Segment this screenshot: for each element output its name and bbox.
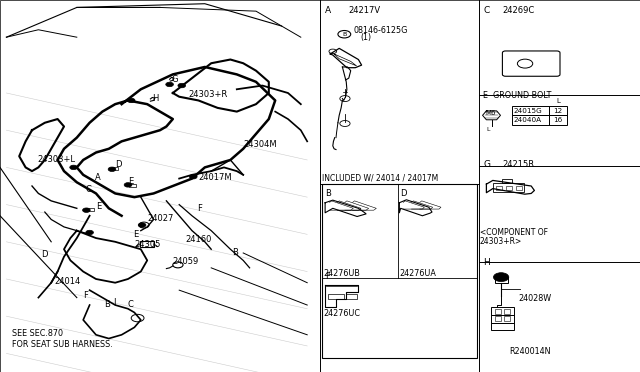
Text: B: B xyxy=(104,300,109,309)
Text: 24303+R>: 24303+R> xyxy=(480,237,522,246)
Text: E: E xyxy=(133,230,138,239)
Bar xyxy=(328,294,344,299)
Text: G: G xyxy=(172,75,178,84)
Text: B: B xyxy=(232,248,237,257)
Text: F: F xyxy=(83,291,88,300)
Bar xyxy=(86,208,94,211)
Circle shape xyxy=(138,223,146,227)
Text: INCLUDED W/ 24014 / 24017M: INCLUDED W/ 24014 / 24017M xyxy=(322,173,438,182)
Text: D: D xyxy=(42,250,48,259)
Bar xyxy=(346,294,357,299)
Circle shape xyxy=(178,83,186,88)
Text: C: C xyxy=(85,185,91,194)
Text: H: H xyxy=(152,94,159,103)
Text: 24303+R: 24303+R xyxy=(189,90,228,99)
Text: 24028W: 24028W xyxy=(518,294,552,303)
Text: R240014N: R240014N xyxy=(509,347,550,356)
Text: 24015G: 24015G xyxy=(514,108,543,114)
Text: 24269C: 24269C xyxy=(502,6,534,15)
Text: 24217V: 24217V xyxy=(349,6,381,15)
Text: 08146-6125G: 08146-6125G xyxy=(354,26,408,35)
Text: 24276UB: 24276UB xyxy=(324,269,361,278)
Bar xyxy=(322,184,477,358)
Text: 24276UA: 24276UA xyxy=(399,269,436,278)
Text: L: L xyxy=(486,127,490,132)
Text: 24304M: 24304M xyxy=(243,140,277,149)
Text: F: F xyxy=(325,272,330,281)
Circle shape xyxy=(108,167,116,171)
Text: 24017M: 24017M xyxy=(198,173,232,182)
Text: 24040A: 24040A xyxy=(514,117,542,123)
Bar xyxy=(504,316,510,321)
Bar xyxy=(549,106,567,115)
Bar xyxy=(495,309,501,314)
Text: H: H xyxy=(483,258,490,267)
Circle shape xyxy=(493,273,509,282)
Bar xyxy=(516,186,522,190)
Circle shape xyxy=(124,183,132,187)
Text: B: B xyxy=(325,189,331,198)
Bar xyxy=(495,277,508,283)
Text: 24276UC: 24276UC xyxy=(324,309,361,318)
Text: FOR SEAT SUB HARNESS.: FOR SEAT SUB HARNESS. xyxy=(12,340,112,349)
Circle shape xyxy=(166,82,173,87)
Text: SEE SEC.870: SEE SEC.870 xyxy=(12,329,63,338)
Bar xyxy=(512,106,549,115)
Bar xyxy=(549,115,567,125)
Text: 24027: 24027 xyxy=(147,214,173,223)
Text: M6: M6 xyxy=(485,110,495,116)
Bar xyxy=(491,315,514,323)
Text: F: F xyxy=(197,204,202,213)
Bar xyxy=(504,309,510,314)
Text: 24303+L: 24303+L xyxy=(37,155,75,164)
Text: 16: 16 xyxy=(554,117,563,123)
Circle shape xyxy=(83,208,90,212)
Bar xyxy=(493,183,524,192)
Text: 24160: 24160 xyxy=(186,235,212,244)
Bar xyxy=(496,186,502,190)
Text: A: A xyxy=(324,6,331,15)
Text: 12: 12 xyxy=(554,108,563,114)
Circle shape xyxy=(70,165,77,170)
Bar xyxy=(129,184,136,187)
Text: D: D xyxy=(115,160,122,169)
Text: C: C xyxy=(483,6,490,15)
Circle shape xyxy=(189,174,197,179)
Text: C: C xyxy=(128,300,134,309)
Bar xyxy=(512,115,549,125)
Text: 24215R: 24215R xyxy=(502,160,534,169)
Text: I: I xyxy=(113,298,115,307)
Bar xyxy=(506,186,512,190)
Text: A: A xyxy=(95,173,100,182)
Bar xyxy=(140,241,154,247)
Text: 24305: 24305 xyxy=(134,240,161,249)
Circle shape xyxy=(86,230,93,235)
Text: E  GROUND BOLT: E GROUND BOLT xyxy=(483,92,551,100)
Text: (1): (1) xyxy=(360,33,371,42)
Text: E: E xyxy=(128,177,133,186)
Text: 24014: 24014 xyxy=(54,278,81,286)
Bar xyxy=(491,307,514,315)
Text: B: B xyxy=(342,32,346,37)
Text: G: G xyxy=(483,160,490,169)
Bar xyxy=(495,316,501,321)
Text: E: E xyxy=(96,202,101,211)
Bar xyxy=(112,167,118,170)
Text: <COMPONENT OF: <COMPONENT OF xyxy=(480,228,548,237)
Circle shape xyxy=(127,98,135,103)
Bar xyxy=(491,323,514,330)
Text: 24059: 24059 xyxy=(173,257,199,266)
Text: D: D xyxy=(400,189,406,198)
Text: L: L xyxy=(556,98,560,104)
Bar xyxy=(502,179,512,183)
